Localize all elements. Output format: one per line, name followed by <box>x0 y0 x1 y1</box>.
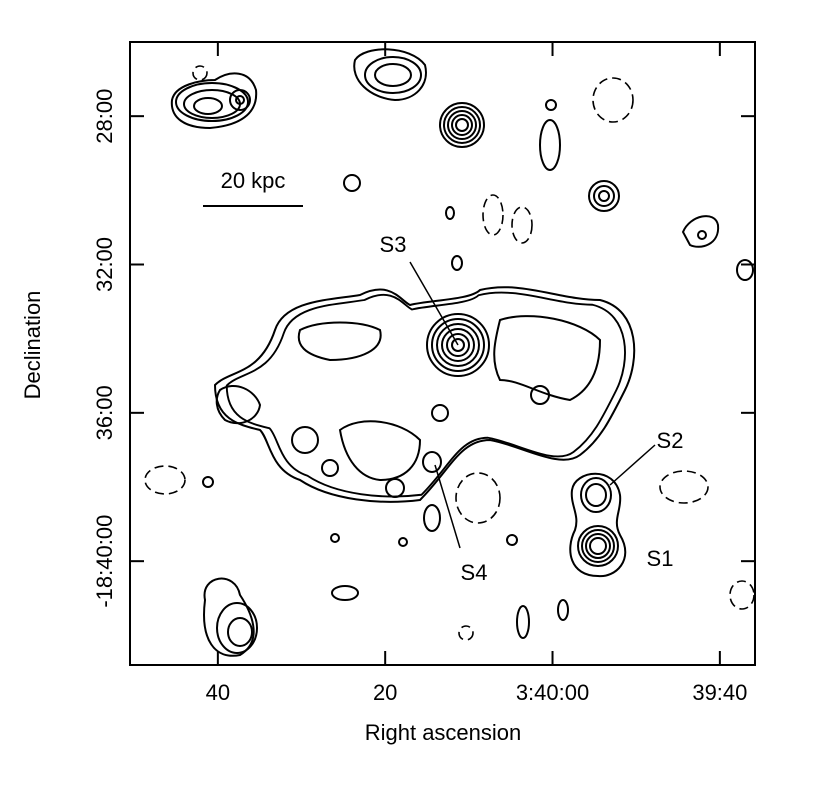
source-label: S2 <box>657 428 684 453</box>
y-tick-label: -18:40:00 <box>92 515 117 608</box>
s3-source <box>426 313 490 377</box>
x-tick-label: 3:40:00 <box>516 680 589 705</box>
contours <box>170 48 754 657</box>
y-axis-label: Declination <box>20 291 45 400</box>
leader-lines <box>409 261 656 549</box>
negative-contours <box>144 65 755 641</box>
source-label: S1 <box>647 546 674 571</box>
x-axis-label: Right ascension <box>365 720 522 745</box>
y-tick-label: 28:00 <box>92 89 117 144</box>
diffuse-emission <box>213 286 636 503</box>
scale-bar-label: 20 kpc <box>221 168 286 193</box>
x-tick-label: 20 <box>373 680 397 705</box>
plot-frame <box>129 41 756 666</box>
source-label: S3 <box>380 232 407 257</box>
x-tick-label: 39:40 <box>692 680 747 705</box>
s1-s2-sources <box>569 472 627 578</box>
other-sources <box>170 48 754 657</box>
x-tick-label: 40 <box>206 680 230 705</box>
y-tick-label: 36:00 <box>92 385 117 440</box>
y-tick-label: 32:00 <box>92 237 117 292</box>
source-label: S4 <box>461 560 488 585</box>
